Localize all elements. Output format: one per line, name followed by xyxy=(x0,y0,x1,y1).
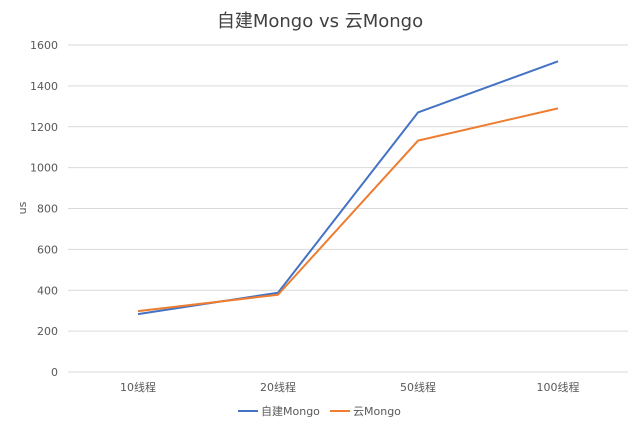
y-tick-label: 800 xyxy=(37,203,58,216)
y-tick-label: 1000 xyxy=(30,162,58,175)
legend-label: 云Mongo xyxy=(353,405,401,418)
y-tick-label: 200 xyxy=(37,325,58,338)
series-line-0 xyxy=(137,60,559,316)
y-tick-label: 1400 xyxy=(30,80,58,93)
y-tick-label: 600 xyxy=(37,243,58,256)
x-tick-label: 10线程 xyxy=(120,380,156,394)
legend: 自建Mongo 云Mongo xyxy=(238,404,401,418)
x-tick-label: 50线程 xyxy=(400,380,436,394)
series-line-1 xyxy=(137,107,559,313)
y-axis-ticks: 0 200 400 600 800 1000 1200 1400 1600 xyxy=(30,39,58,379)
y-tick-label: 0 xyxy=(51,366,58,379)
x-tick-label: 100线程 xyxy=(537,380,580,394)
gridlines xyxy=(68,44,628,373)
x-axis-ticks: 10线程 20线程 50线程 100线程 xyxy=(120,380,580,394)
legend-label: 自建Mongo xyxy=(261,404,320,418)
x-tick-label: 20线程 xyxy=(260,380,296,394)
chart-title: 自建Mongo vs 云Mongo xyxy=(217,11,423,32)
y-tick-label: 1600 xyxy=(30,39,58,52)
y-axis-label: us xyxy=(16,201,29,214)
y-tick-label: 1200 xyxy=(30,121,58,134)
series-lines xyxy=(137,60,559,316)
y-tick-label: 400 xyxy=(37,284,58,297)
